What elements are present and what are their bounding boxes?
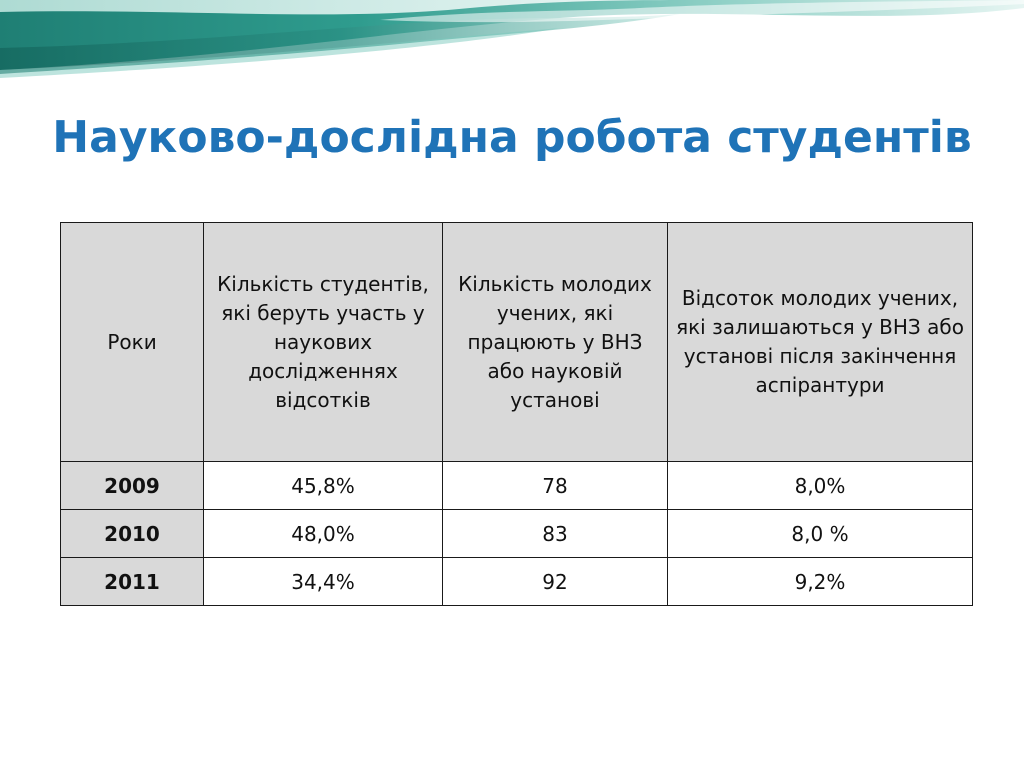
students-share-cell: 48,0% xyxy=(203,509,443,558)
header-young-scientists-count: Кількість молодих учених, які працюють у… xyxy=(442,222,668,462)
slide-title: Науково-дослідна робота студентів xyxy=(52,112,972,163)
table-row: 2009 45,8% 78 8,0% xyxy=(60,461,973,510)
header-students-share: Кількість студентів, які беруть участь у… xyxy=(203,222,443,462)
young-scientists-count-cell: 92 xyxy=(442,557,668,606)
year-cell: 2011 xyxy=(60,557,204,606)
table-row: 2011 34,4% 92 9,2% xyxy=(60,557,973,606)
retention-cell: 8,0 % xyxy=(667,509,973,558)
table-header-row: Роки Кількість студентів, які беруть уча… xyxy=(60,222,973,462)
students-share-cell: 45,8% xyxy=(203,461,443,510)
young-scientists-count-cell: 78 xyxy=(442,461,668,510)
header-years: Роки xyxy=(60,222,204,462)
young-scientists-count-cell: 83 xyxy=(442,509,668,558)
year-cell: 2009 xyxy=(60,461,204,510)
decorative-wave-banner xyxy=(0,0,1024,78)
research-stats-table: Роки Кількість студентів, які беруть уча… xyxy=(60,222,973,606)
students-share-cell: 34,4% xyxy=(203,557,443,606)
year-cell: 2010 xyxy=(60,509,204,558)
retention-cell: 9,2% xyxy=(667,557,973,606)
table-row: 2010 48,0% 83 8,0 % xyxy=(60,509,973,558)
header-young-scientists-retention: Відсоток молодих учених, які залишаються… xyxy=(667,222,973,462)
retention-cell: 8,0% xyxy=(667,461,973,510)
